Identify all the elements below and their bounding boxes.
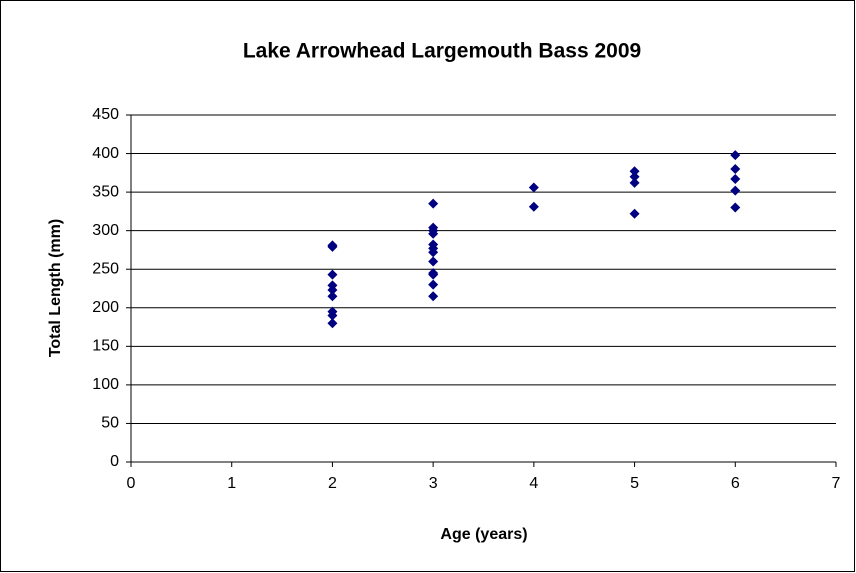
point xyxy=(327,269,338,280)
y-axis-label: Total Length (mm) xyxy=(47,219,64,357)
x-tick-label: 5 xyxy=(630,475,639,492)
point xyxy=(327,291,338,302)
point xyxy=(629,171,640,182)
point xyxy=(730,202,741,213)
x-tick-label: 3 xyxy=(429,475,438,492)
y-tick-label: 200 xyxy=(92,299,119,316)
point xyxy=(428,256,439,267)
point xyxy=(730,185,741,196)
x-tick-label: 0 xyxy=(127,475,136,492)
y-tick-label: 50 xyxy=(101,415,119,432)
y-tick-label: 100 xyxy=(92,376,119,393)
x-tick-label: 2 xyxy=(328,475,337,492)
point xyxy=(428,279,439,290)
point xyxy=(327,310,338,321)
point xyxy=(730,150,741,161)
point xyxy=(428,291,439,302)
y-tick-label: 0 xyxy=(110,453,119,470)
point xyxy=(327,241,338,252)
point xyxy=(428,247,439,258)
point xyxy=(327,318,338,329)
y-tick-label: 150 xyxy=(92,338,119,355)
y-tick-label: 450 xyxy=(92,106,119,123)
point xyxy=(629,166,640,177)
point xyxy=(428,269,439,280)
point xyxy=(528,182,539,193)
y-tick-label: 350 xyxy=(92,183,119,200)
point xyxy=(730,174,741,185)
x-tick-label: 1 xyxy=(227,475,236,492)
point xyxy=(428,198,439,209)
y-tick-label: 250 xyxy=(92,260,119,277)
point xyxy=(528,201,539,212)
x-tick-label: 7 xyxy=(832,475,841,492)
point xyxy=(327,285,338,296)
y-tick-label: 400 xyxy=(92,145,119,162)
x-tick-label: 6 xyxy=(731,475,740,492)
point xyxy=(428,228,439,239)
x-axis-label: Age (years) xyxy=(440,526,527,543)
x-tick-label: 4 xyxy=(529,475,538,492)
chart-title: Lake Arrowhead Largemouth Bass 2009 xyxy=(243,40,641,63)
point xyxy=(629,177,640,188)
y-tick-label: 300 xyxy=(92,222,119,239)
point xyxy=(730,163,741,174)
point xyxy=(629,208,640,219)
